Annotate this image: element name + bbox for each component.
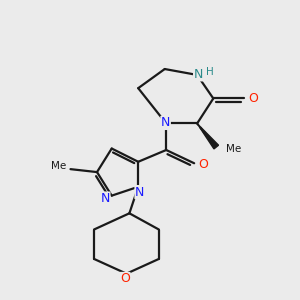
Text: H: H — [206, 67, 214, 77]
Text: O: O — [248, 92, 258, 105]
Text: N: N — [161, 116, 170, 129]
Text: N: N — [135, 186, 144, 199]
Text: O: O — [198, 158, 208, 171]
Text: O: O — [120, 272, 130, 286]
Text: Me: Me — [51, 160, 66, 171]
Text: N: N — [194, 68, 203, 81]
Polygon shape — [197, 124, 218, 149]
Text: Me: Me — [226, 143, 241, 154]
Text: N: N — [100, 192, 110, 205]
